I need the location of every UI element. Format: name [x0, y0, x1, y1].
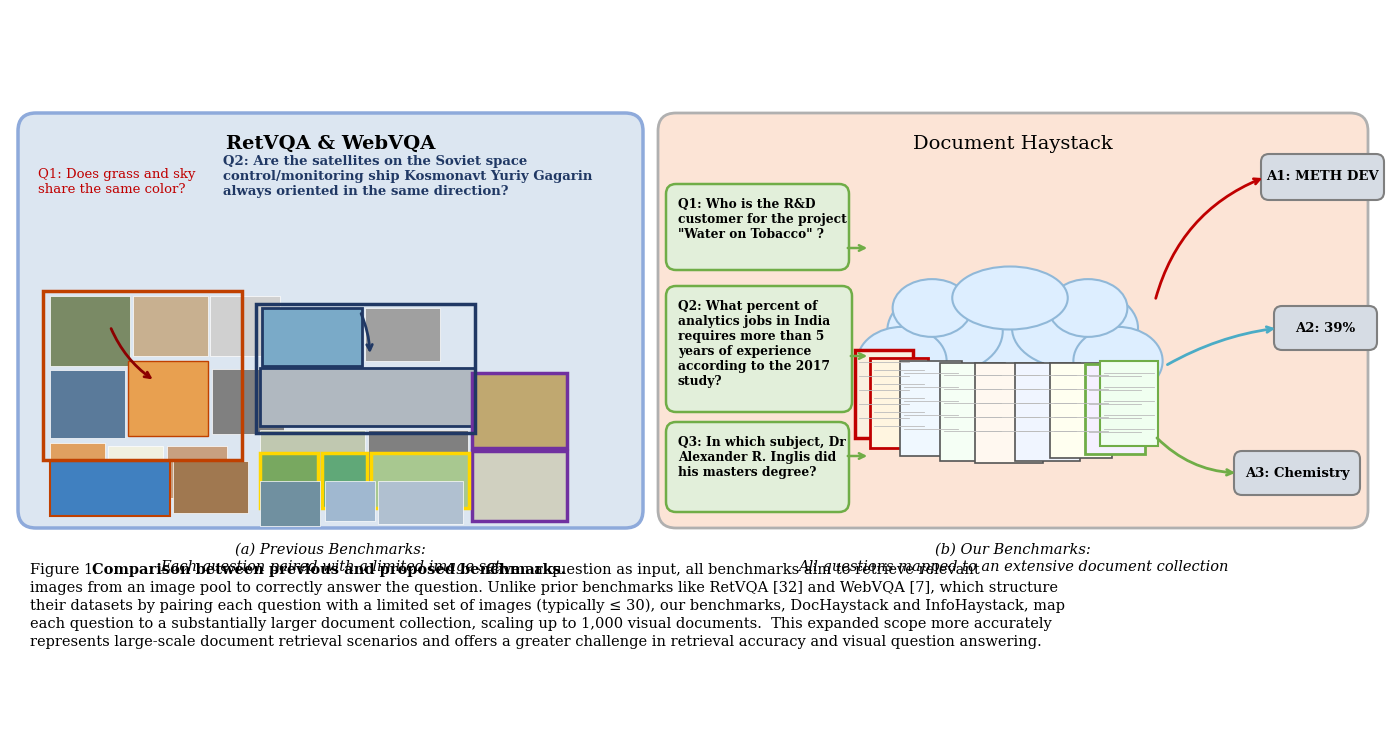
Bar — [50, 443, 105, 508]
FancyBboxPatch shape — [1262, 154, 1384, 200]
Bar — [50, 370, 125, 438]
Bar — [322, 453, 366, 508]
Text: Figure 1.: Figure 1. — [31, 563, 100, 577]
Bar — [262, 308, 362, 366]
Text: Q1: Who is the R&D
customer for the project
"Water on Tobacco" ?: Q1: Who is the R&D customer for the proj… — [677, 198, 847, 241]
Bar — [1085, 364, 1145, 454]
Bar — [365, 308, 440, 361]
Ellipse shape — [952, 267, 1067, 330]
FancyBboxPatch shape — [1234, 451, 1360, 495]
Ellipse shape — [906, 370, 1044, 446]
Bar — [260, 481, 321, 526]
Bar — [212, 369, 285, 434]
Ellipse shape — [1012, 287, 1138, 369]
Text: A3: Chemistry: A3: Chemistry — [1245, 466, 1349, 479]
Bar — [260, 368, 475, 426]
FancyBboxPatch shape — [666, 184, 849, 270]
Text: Q3: In which subject, Dr
Alexander R. Inglis did
his masters degree?: Q3: In which subject, Dr Alexander R. In… — [677, 436, 845, 479]
Text: All questions mapped to an extensive document collection: All questions mapped to an extensive doc… — [798, 560, 1228, 574]
Text: Given a question as input, all benchmarks aim to retrieve relevant: Given a question as input, all benchmark… — [482, 563, 980, 577]
Text: A2: 39%: A2: 39% — [1295, 321, 1356, 334]
Bar — [1015, 363, 1080, 461]
Ellipse shape — [858, 327, 947, 395]
Text: their datasets by pairing each question with a limited set of images (typically : their datasets by pairing each question … — [31, 599, 1065, 613]
Bar — [1101, 361, 1158, 446]
Bar — [50, 296, 130, 366]
Text: RetVQA & WebVQA: RetVQA & WebVQA — [226, 135, 436, 153]
Text: (b) Our Benchmarks:: (b) Our Benchmarks: — [936, 543, 1091, 557]
FancyBboxPatch shape — [18, 113, 643, 528]
FancyBboxPatch shape — [658, 113, 1369, 528]
Bar — [210, 296, 280, 356]
Ellipse shape — [887, 289, 1002, 373]
Ellipse shape — [892, 279, 972, 337]
Text: each question to a substantially larger document collection, scaling up to 1,000: each question to a substantially larger … — [31, 617, 1052, 631]
Text: (a) Previous Benchmarks:: (a) Previous Benchmarks: — [235, 543, 426, 557]
Bar — [378, 481, 464, 524]
Bar — [974, 363, 1042, 463]
FancyBboxPatch shape — [666, 422, 849, 512]
Bar — [371, 453, 469, 508]
FancyBboxPatch shape — [666, 286, 852, 412]
Bar — [368, 430, 468, 498]
Ellipse shape — [916, 308, 1105, 424]
Bar — [260, 453, 318, 508]
Text: Comparison between previous and proposed benchmarks.: Comparison between previous and proposed… — [92, 563, 566, 577]
Text: Q1: Does grass and sky
share the same color?: Q1: Does grass and sky share the same co… — [37, 168, 196, 196]
Bar — [899, 361, 962, 456]
Bar — [108, 446, 162, 501]
Bar — [1049, 363, 1112, 458]
Ellipse shape — [1048, 279, 1127, 337]
FancyBboxPatch shape — [1274, 306, 1377, 350]
Bar — [472, 373, 568, 448]
Text: Q2: What percent of
analytics jobs in India
requires more than 5
years of experi: Q2: What percent of analytics jobs in In… — [677, 300, 830, 388]
Bar — [855, 350, 913, 438]
Bar — [167, 446, 228, 498]
Ellipse shape — [987, 366, 1123, 442]
Text: Document Haystack: Document Haystack — [913, 135, 1113, 153]
Text: represents large-scale document retrieval scenarios and offers a greater challen: represents large-scale document retrieva… — [31, 635, 1042, 649]
Bar — [260, 430, 365, 508]
Bar — [472, 451, 568, 521]
Text: Each question paired with a limited image set: Each question paired with a limited imag… — [160, 560, 501, 574]
Bar — [174, 461, 248, 513]
Bar — [940, 363, 1005, 461]
Bar — [870, 358, 929, 448]
Ellipse shape — [1073, 327, 1163, 395]
Text: A1: METH DEV: A1: METH DEV — [1266, 171, 1378, 184]
Bar — [128, 361, 208, 436]
Text: images from an image pool to correctly answer the question. Unlike prior benchma: images from an image pool to correctly a… — [31, 581, 1058, 595]
Bar — [133, 296, 208, 356]
Bar — [50, 461, 169, 516]
Text: Q2: Are the satellites on the Soviet space
control/monitoring ship Kosmonavt Yur: Q2: Are the satellites on the Soviet spa… — [223, 155, 593, 198]
Bar — [325, 481, 375, 521]
